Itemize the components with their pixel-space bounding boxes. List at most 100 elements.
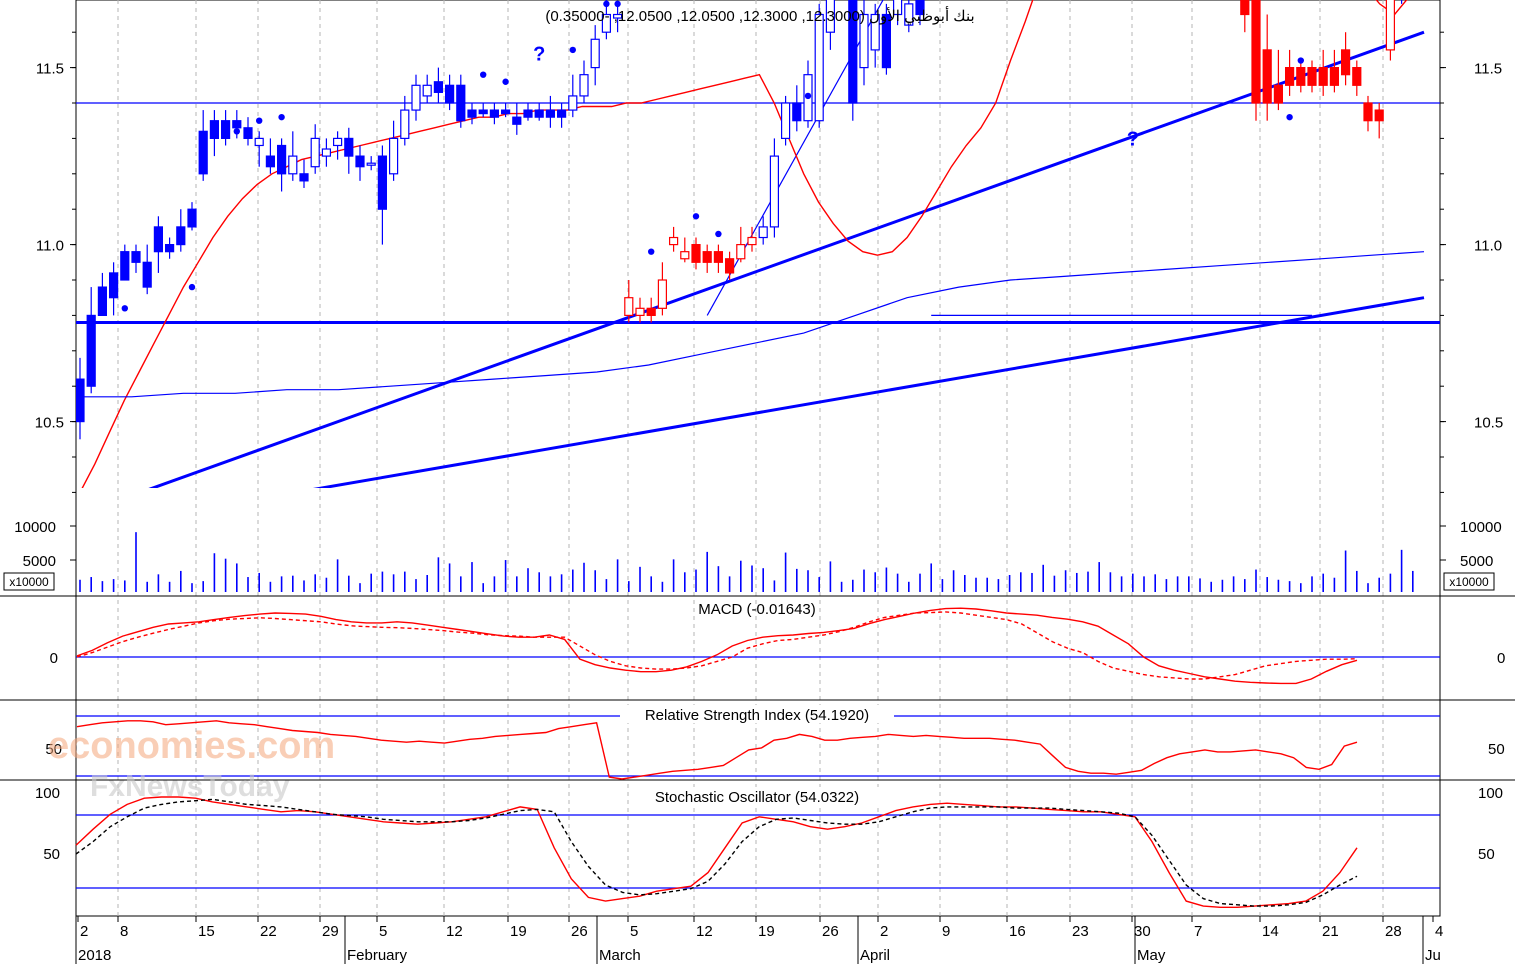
candle-body: [1318, 66, 1328, 86]
x-day-label: 9: [942, 923, 950, 940]
rsi-line: [76, 720, 1358, 780]
candle-body: [635, 307, 645, 317]
candle-body: [1329, 66, 1340, 86]
candle-body: [1385, 0, 1396, 51]
price-tick-right: 11.0: [1474, 238, 1502, 255]
dot-icon: [648, 248, 655, 255]
candle-body: [153, 226, 163, 253]
stochastic-tick-left: 50: [43, 846, 60, 863]
x-month-label: March: [599, 947, 641, 964]
candle-body: [724, 258, 735, 274]
candle-body: [1374, 109, 1384, 122]
x-month-label: May: [1137, 947, 1166, 964]
stochastic-tick-right: 50: [1478, 846, 1495, 863]
candle-body: [277, 144, 287, 175]
x-day-label: 14: [1262, 923, 1279, 940]
candle-body: [612, 13, 623, 19]
candle-body: [108, 272, 119, 299]
candle-body: [702, 251, 712, 263]
candle-body: [131, 251, 141, 263]
candle-body: [780, 102, 791, 140]
rsi-tick-left: 50: [45, 741, 62, 758]
candle-body: [299, 173, 309, 182]
moving-average-long-line: [80, 251, 1425, 398]
x-day-label: 4: [1435, 923, 1443, 940]
macd-tick-right: 0: [1497, 650, 1505, 667]
dot-icon: [1297, 57, 1305, 64]
candle-body: [333, 137, 343, 147]
candle-body: [736, 244, 746, 260]
x-day-label: 23: [1072, 923, 1089, 940]
question-mark-icon: ?: [1127, 128, 1139, 150]
x-day-label: 29: [322, 923, 339, 940]
candle-body: [165, 244, 175, 253]
price-panel: ???: [76, 0, 1440, 488]
dot-icon: [603, 0, 610, 8]
x-day-label: 7: [1194, 923, 1202, 940]
stochastic-panel: 100 100 50 50: [35, 785, 1503, 908]
rsi-tick-right: 50: [1488, 741, 1505, 758]
stochastic-title-bg: [630, 787, 884, 805]
candle-body: [344, 137, 354, 157]
x-month-label: 2018: [78, 947, 111, 964]
volume-panel: [79, 532, 1414, 592]
candle-body: [590, 38, 600, 69]
candle-body: [691, 244, 701, 263]
candle-body: [355, 155, 365, 168]
candle-body: [232, 120, 242, 129]
watermark-economies: economies.com: [48, 725, 335, 767]
candle-body: [915, 0, 925, 16]
x-day-label: 2: [880, 923, 888, 940]
dot-icon: [715, 230, 722, 238]
candle-body: [142, 261, 152, 288]
candle-body: [534, 109, 544, 118]
volume-tick-right: 5000: [1460, 553, 1493, 570]
price-tick-left: 10.5: [35, 415, 64, 432]
candle-body: [265, 155, 275, 168]
candle-body: [1307, 66, 1317, 86]
volume-unit-right: x10000: [1449, 575, 1489, 589]
volume-axis: 10000 10000 5000 5000: [14, 519, 1501, 570]
candle-body: [601, 13, 612, 33]
candle-body: [501, 109, 511, 115]
dot-icon: [692, 213, 700, 220]
x-day-label: 5: [379, 923, 387, 940]
candle-body: [1262, 49, 1272, 104]
trendline: [312, 296, 1425, 488]
candle-body: [97, 286, 108, 316]
volume-tick-left: 5000: [23, 553, 56, 570]
candle-body: [1251, 0, 1261, 104]
candle-body: [176, 226, 186, 246]
rsi-title-bg: [620, 705, 894, 723]
x-day-label: 8: [120, 923, 128, 940]
x-day-label: 19: [510, 923, 527, 940]
candle-body: [713, 251, 724, 263]
price-tick-left: 11.0: [36, 238, 64, 255]
dot-icon: [804, 92, 812, 100]
price-tick-right: 11.5: [1474, 61, 1502, 78]
candle-body: [646, 307, 656, 317]
vertical-gridlines: [117, 0, 1384, 916]
stochastic-k-line: [75, 796, 1358, 908]
candle-body: [904, 3, 914, 26]
candle-body: [848, 0, 858, 104]
candle-body: [1273, 84, 1284, 104]
candle-body: [568, 95, 578, 111]
x-month-label: February: [347, 947, 408, 964]
dot-icon: [121, 305, 128, 312]
moving-averages: [80, 0, 1425, 488]
x-day-label: 5: [630, 923, 638, 940]
candle-body: [859, 13, 869, 69]
candle-body: [254, 137, 264, 147]
trendline: [148, 30, 1425, 488]
candle-body: [321, 148, 331, 157]
price-axis-left: 10.511.011.512.012.5: [35, 31, 76, 493]
candle-body: [377, 155, 387, 210]
candle-body: [1352, 66, 1362, 86]
candle-body: [120, 251, 130, 281]
dot-icon: [188, 283, 196, 291]
candle-body: [389, 137, 399, 175]
x-day-label: 28: [1385, 923, 1402, 940]
candle-body: [400, 109, 410, 140]
